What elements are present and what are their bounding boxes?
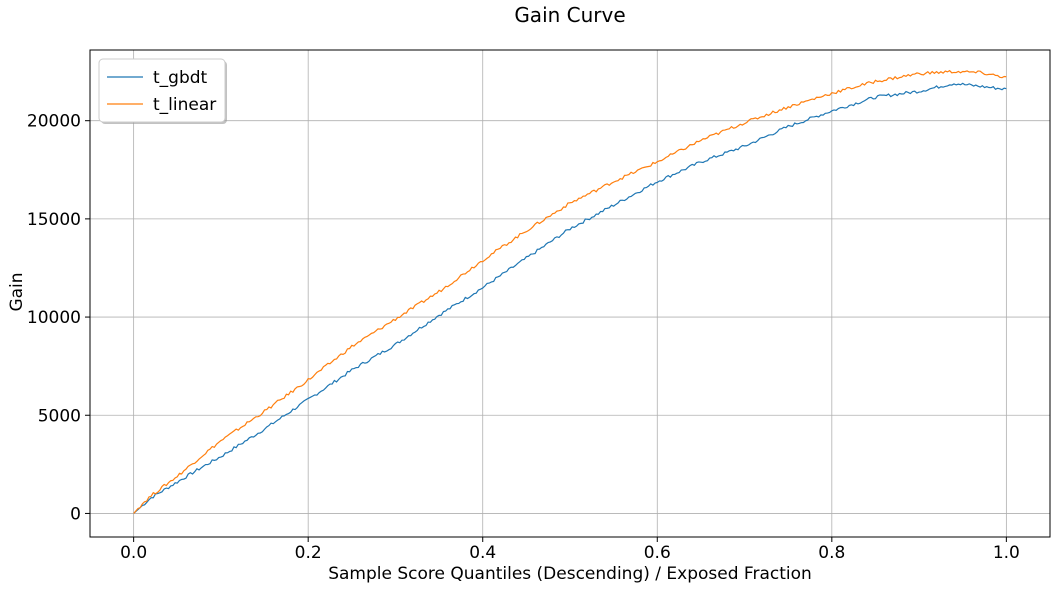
plot-frame (89, 49, 1051, 538)
x-tick-label: 0.2 (295, 543, 322, 563)
y-tick-label: 10000 (27, 308, 81, 328)
chart-title: Gain Curve (514, 3, 625, 27)
legend-box (98, 58, 226, 123)
legend-label: t_gbdt (153, 68, 208, 88)
x-axis-ticks: 0.0 0.2 0.4 0.6 0.8 1.0 (120, 537, 1020, 563)
x-tick-label: 0.4 (469, 543, 496, 563)
series-line-t-linear (133, 69, 1007, 514)
y-tick-label: 20000 (27, 112, 81, 132)
x-tick-label: 0.0 (120, 543, 147, 563)
x-tick-label: 1.0 (993, 543, 1020, 563)
y-tick-label: 5000 (38, 406, 81, 426)
legend-label: t_linear (153, 95, 216, 115)
legend: t_gbdt t_linear (98, 58, 227, 124)
series-lines (133, 69, 1007, 514)
y-tick-label: 0 (70, 504, 81, 524)
x-tick-label: 0.6 (644, 543, 671, 563)
y-axis-ticks: 0 5000 10000 15000 20000 (27, 112, 90, 524)
series-line-t-gbdt (133, 82, 1007, 514)
y-axis-label: Gain (7, 272, 27, 311)
grid-lines (90, 50, 1050, 537)
y-tick-label: 15000 (27, 210, 81, 230)
x-axis-label: Sample Score Quantiles (Descending) / Ex… (328, 564, 812, 584)
x-tick-label: 0.8 (818, 543, 845, 563)
